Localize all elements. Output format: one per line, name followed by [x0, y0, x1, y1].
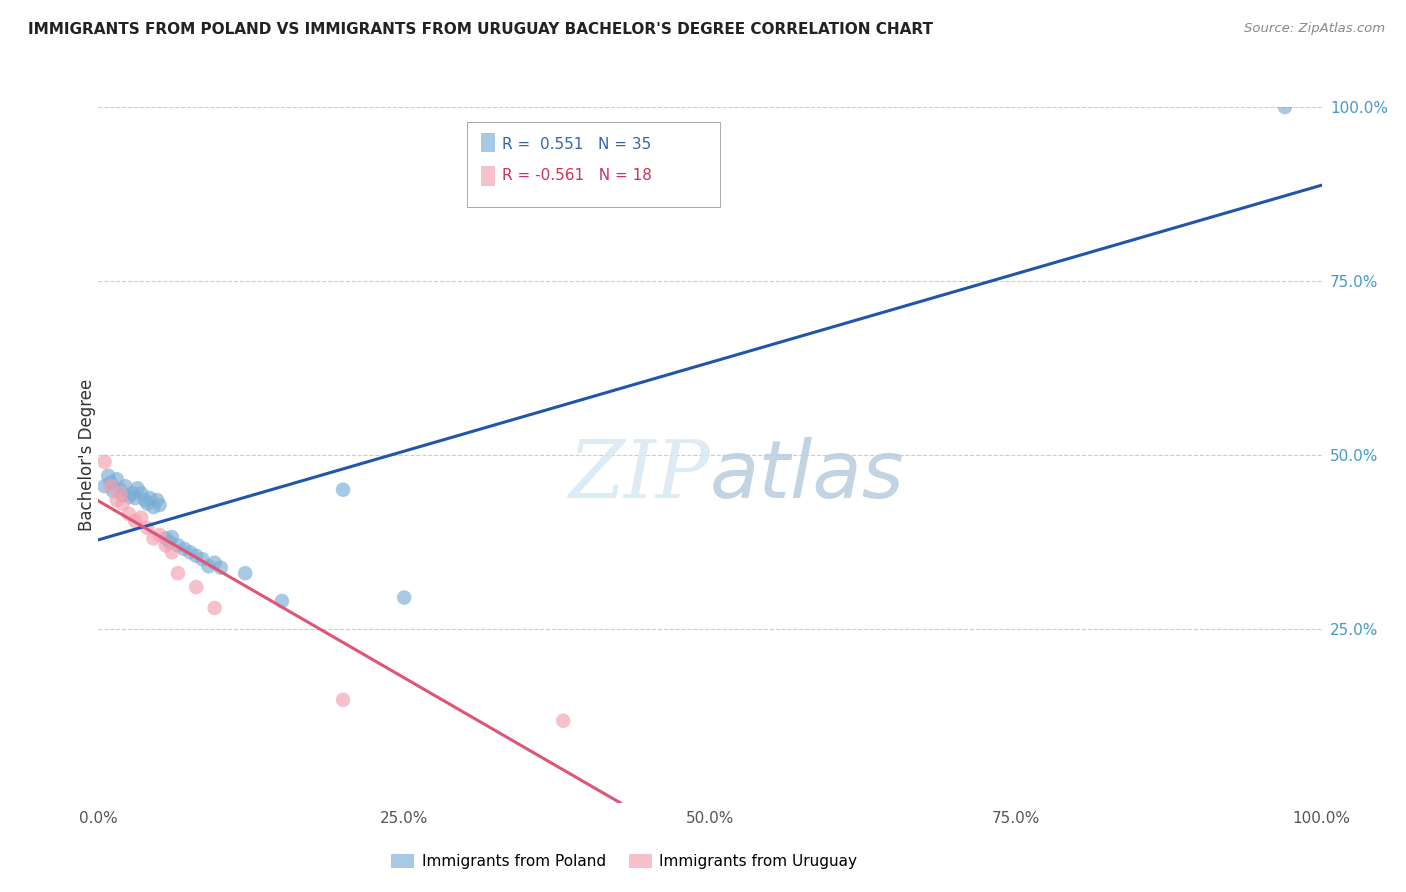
Point — [146, 493, 169, 508]
Point — [186, 549, 208, 563]
Point — [179, 545, 201, 559]
Point — [186, 580, 208, 594]
Point — [149, 528, 172, 542]
Point — [332, 693, 354, 707]
Point — [118, 490, 141, 504]
Point — [191, 552, 214, 566]
Point — [149, 498, 172, 512]
Point — [142, 532, 165, 546]
Point — [111, 497, 134, 511]
Point — [97, 468, 120, 483]
Point — [142, 500, 165, 514]
Point — [129, 486, 152, 500]
Point — [134, 493, 156, 508]
Text: Source: ZipAtlas.com: Source: ZipAtlas.com — [1244, 22, 1385, 36]
Point — [160, 545, 183, 559]
Point — [129, 510, 152, 524]
Point — [100, 479, 122, 493]
Text: R = -0.561   N = 18: R = -0.561 N = 18 — [502, 168, 652, 183]
Point — [553, 714, 575, 728]
Y-axis label: Bachelor's Degree: Bachelor's Degree — [79, 379, 96, 531]
Point — [270, 594, 294, 608]
Point — [114, 479, 136, 493]
Point — [204, 556, 226, 570]
Text: ZIP: ZIP — [568, 437, 710, 515]
Point — [111, 488, 134, 502]
Point — [1274, 100, 1296, 114]
Point — [118, 507, 141, 521]
Point — [105, 472, 128, 486]
Point — [127, 481, 149, 495]
Text: IMMIGRANTS FROM POLAND VS IMMIGRANTS FROM URUGUAY BACHELOR'S DEGREE CORRELATION : IMMIGRANTS FROM POLAND VS IMMIGRANTS FRO… — [28, 22, 934, 37]
Point — [167, 538, 190, 552]
Legend: Immigrants from Poland, Immigrants from Uruguay: Immigrants from Poland, Immigrants from … — [385, 847, 863, 875]
Point — [155, 532, 177, 546]
Point — [93, 479, 115, 493]
Point — [332, 483, 354, 497]
Point — [157, 535, 180, 549]
Point — [105, 493, 128, 508]
Point — [204, 601, 226, 615]
Point — [197, 559, 219, 574]
Point — [233, 566, 256, 581]
Point — [101, 484, 124, 499]
Point — [155, 538, 177, 552]
Text: atlas: atlas — [710, 437, 905, 515]
Point — [136, 497, 159, 511]
Point — [121, 486, 143, 500]
Point — [160, 530, 183, 544]
Point — [110, 486, 132, 500]
Point — [139, 491, 162, 505]
Point — [173, 541, 195, 556]
Point — [100, 475, 122, 490]
Point — [124, 514, 146, 528]
Point — [124, 491, 146, 505]
Point — [93, 455, 115, 469]
Text: R =  0.551   N = 35: R = 0.551 N = 35 — [502, 137, 651, 152]
Point — [167, 566, 190, 581]
Point — [209, 560, 232, 574]
Point — [110, 483, 132, 497]
Point — [392, 591, 416, 605]
Point — [136, 521, 159, 535]
